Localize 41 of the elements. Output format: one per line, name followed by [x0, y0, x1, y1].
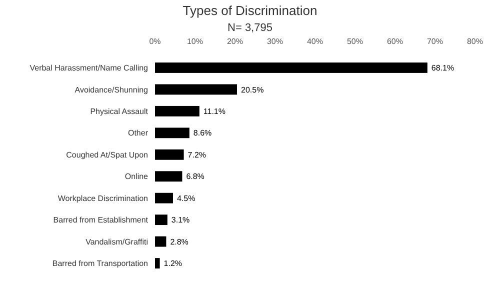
y-tick-label: Verbal Harassment/Name Calling	[30, 64, 148, 73]
x-tick-label: 0%	[149, 37, 161, 46]
bar	[155, 149, 184, 160]
bar	[155, 192, 173, 204]
data-label: 2.8%	[170, 237, 188, 246]
x-tick-label: 80%	[466, 37, 484, 46]
bar	[155, 214, 168, 226]
chart-title: Types of Discrimination	[182, 3, 318, 18]
data-label: 3.1%	[171, 216, 190, 225]
data-label: 6.8%	[186, 172, 204, 182]
x-tick-label: 50%	[346, 37, 364, 46]
x-tick-label: 40%	[306, 37, 324, 46]
bar	[155, 106, 200, 116]
y-tick-label: Coughed At/Spat Upon	[66, 150, 148, 160]
y-tick-label: Vandalism/Graffiti	[86, 237, 148, 246]
bar	[155, 236, 166, 247]
y-tick-label: Barred from Establishment	[53, 216, 149, 225]
data-label: 1.2%	[164, 259, 182, 268]
y-tick-label: Workplace Discrimination	[58, 194, 148, 203]
y-tick-label: Other	[128, 128, 148, 138]
data-label: 4.5%	[177, 194, 196, 203]
x-tick-label: 60%	[386, 37, 404, 46]
data-label: 11.1%	[203, 106, 226, 116]
y-tick-label: Barred from Transportation	[52, 259, 148, 268]
y-tick-label: Online	[124, 172, 149, 182]
y-tick-label: Physical Assault	[90, 106, 149, 116]
data-label: 20.5%	[241, 85, 264, 94]
bar	[155, 84, 237, 95]
bar	[155, 128, 190, 138]
bar	[155, 62, 428, 73]
data-label: 68.1%	[431, 64, 454, 73]
data-label: 7.2%	[188, 150, 206, 160]
x-tick-label: 70%	[426, 37, 444, 46]
x-tick-label: 30%	[266, 37, 284, 46]
y-tick-label: Avoidance/Shunning	[74, 85, 148, 94]
x-tick-label: 10%	[186, 37, 204, 46]
x-tick-label: 20%	[226, 37, 244, 46]
data-label: 8.6%	[193, 128, 212, 138]
bar	[155, 258, 160, 268]
bar	[155, 171, 182, 182]
chart-subtitle: N= 3,795	[228, 22, 272, 34]
